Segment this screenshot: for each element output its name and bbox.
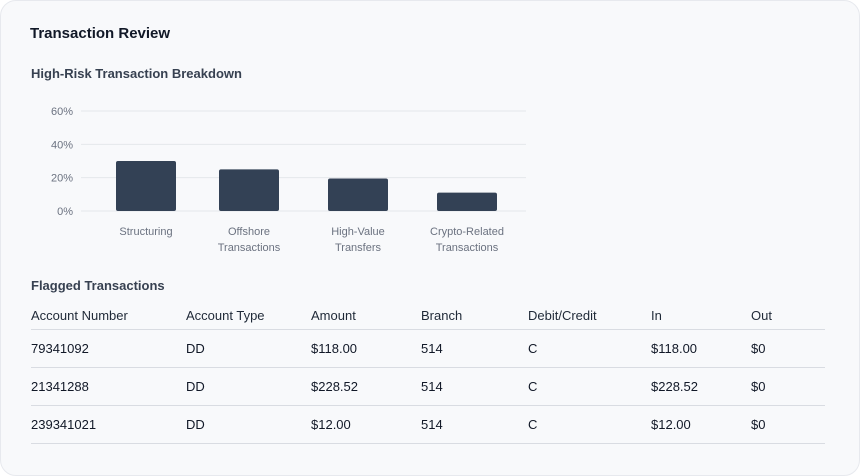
column-header-debit-credit: Debit/Credit xyxy=(528,301,651,330)
table-header-row: Account Number Account Type Amount Branc… xyxy=(31,301,825,330)
x-tick-label: Crypto-Related xyxy=(430,226,504,238)
column-header-in: In xyxy=(651,301,751,330)
column-header-branch: Branch xyxy=(421,301,528,330)
cell-in: $118.00 xyxy=(651,329,751,368)
cell-branch: 514 xyxy=(421,329,528,368)
cell-debit-credit: C xyxy=(528,367,651,406)
bar xyxy=(328,178,388,211)
cell-out: $0 xyxy=(751,329,825,368)
column-header-amount: Amount xyxy=(311,301,421,330)
chart-title: High-Risk Transaction Breakdown xyxy=(31,66,242,81)
cell-account-number: 79341092 xyxy=(31,329,186,368)
cell-in: $228.52 xyxy=(651,367,751,406)
cell-account-type: DD xyxy=(186,367,311,406)
cell-branch: 514 xyxy=(421,367,528,406)
y-tick-label: 0% xyxy=(57,206,73,218)
cell-in: $12.00 xyxy=(651,405,751,444)
cell-debit-credit: C xyxy=(528,329,651,368)
y-tick-label: 60% xyxy=(51,106,73,118)
x-tick-label: Transactions xyxy=(436,242,499,254)
table-row[interactable]: 239341021 DD $12.00 514 C $12.00 $0 xyxy=(31,405,825,444)
flagged-transactions-table: Account Number Account Type Amount Branc… xyxy=(31,301,825,444)
cell-account-number: 239341021 xyxy=(31,405,186,444)
cell-amount: $12.00 xyxy=(311,405,421,444)
cell-amount: $228.52 xyxy=(311,367,421,406)
table-row[interactable]: 21341288 DD $228.52 514 C $228.52 $0 xyxy=(31,367,825,406)
bar xyxy=(437,192,497,211)
x-tick-label: Transfers xyxy=(335,242,382,254)
y-tick-label: 40% xyxy=(51,139,73,151)
cell-account-type: DD xyxy=(186,329,311,368)
x-tick-label: Structuring xyxy=(119,226,172,238)
column-header-account-number: Account Number xyxy=(31,301,186,330)
bar xyxy=(219,169,279,211)
table-row[interactable]: 79341092 DD $118.00 514 C $118.00 $0 xyxy=(31,329,825,368)
column-header-out: Out xyxy=(751,301,825,330)
x-tick-label: Offshore xyxy=(228,226,270,238)
cell-account-type: DD xyxy=(186,405,311,444)
cell-amount: $118.00 xyxy=(311,329,421,368)
column-header-account-type: Account Type xyxy=(186,301,311,330)
cell-debit-credit: C xyxy=(528,405,651,444)
x-tick-label: Transactions xyxy=(218,242,281,254)
cell-out: $0 xyxy=(751,405,825,444)
high-risk-chart: 0% 20% 40% 60% Structuring Offshore Transactio… xyxy=(1,91,561,261)
page-title: Transaction Review xyxy=(30,25,171,42)
cell-branch: 514 xyxy=(421,405,528,444)
bar-chart-svg: 0% 20% 40% 60% Structuring Offshore Transactio… xyxy=(51,106,526,254)
y-tick-label: 20% xyxy=(51,173,73,185)
table-title: Flagged Transactions xyxy=(31,278,165,293)
cell-out: $0 xyxy=(751,367,825,406)
cell-account-number: 21341288 xyxy=(31,367,186,406)
bar xyxy=(116,161,176,211)
x-tick-label: High-Value xyxy=(331,226,385,238)
